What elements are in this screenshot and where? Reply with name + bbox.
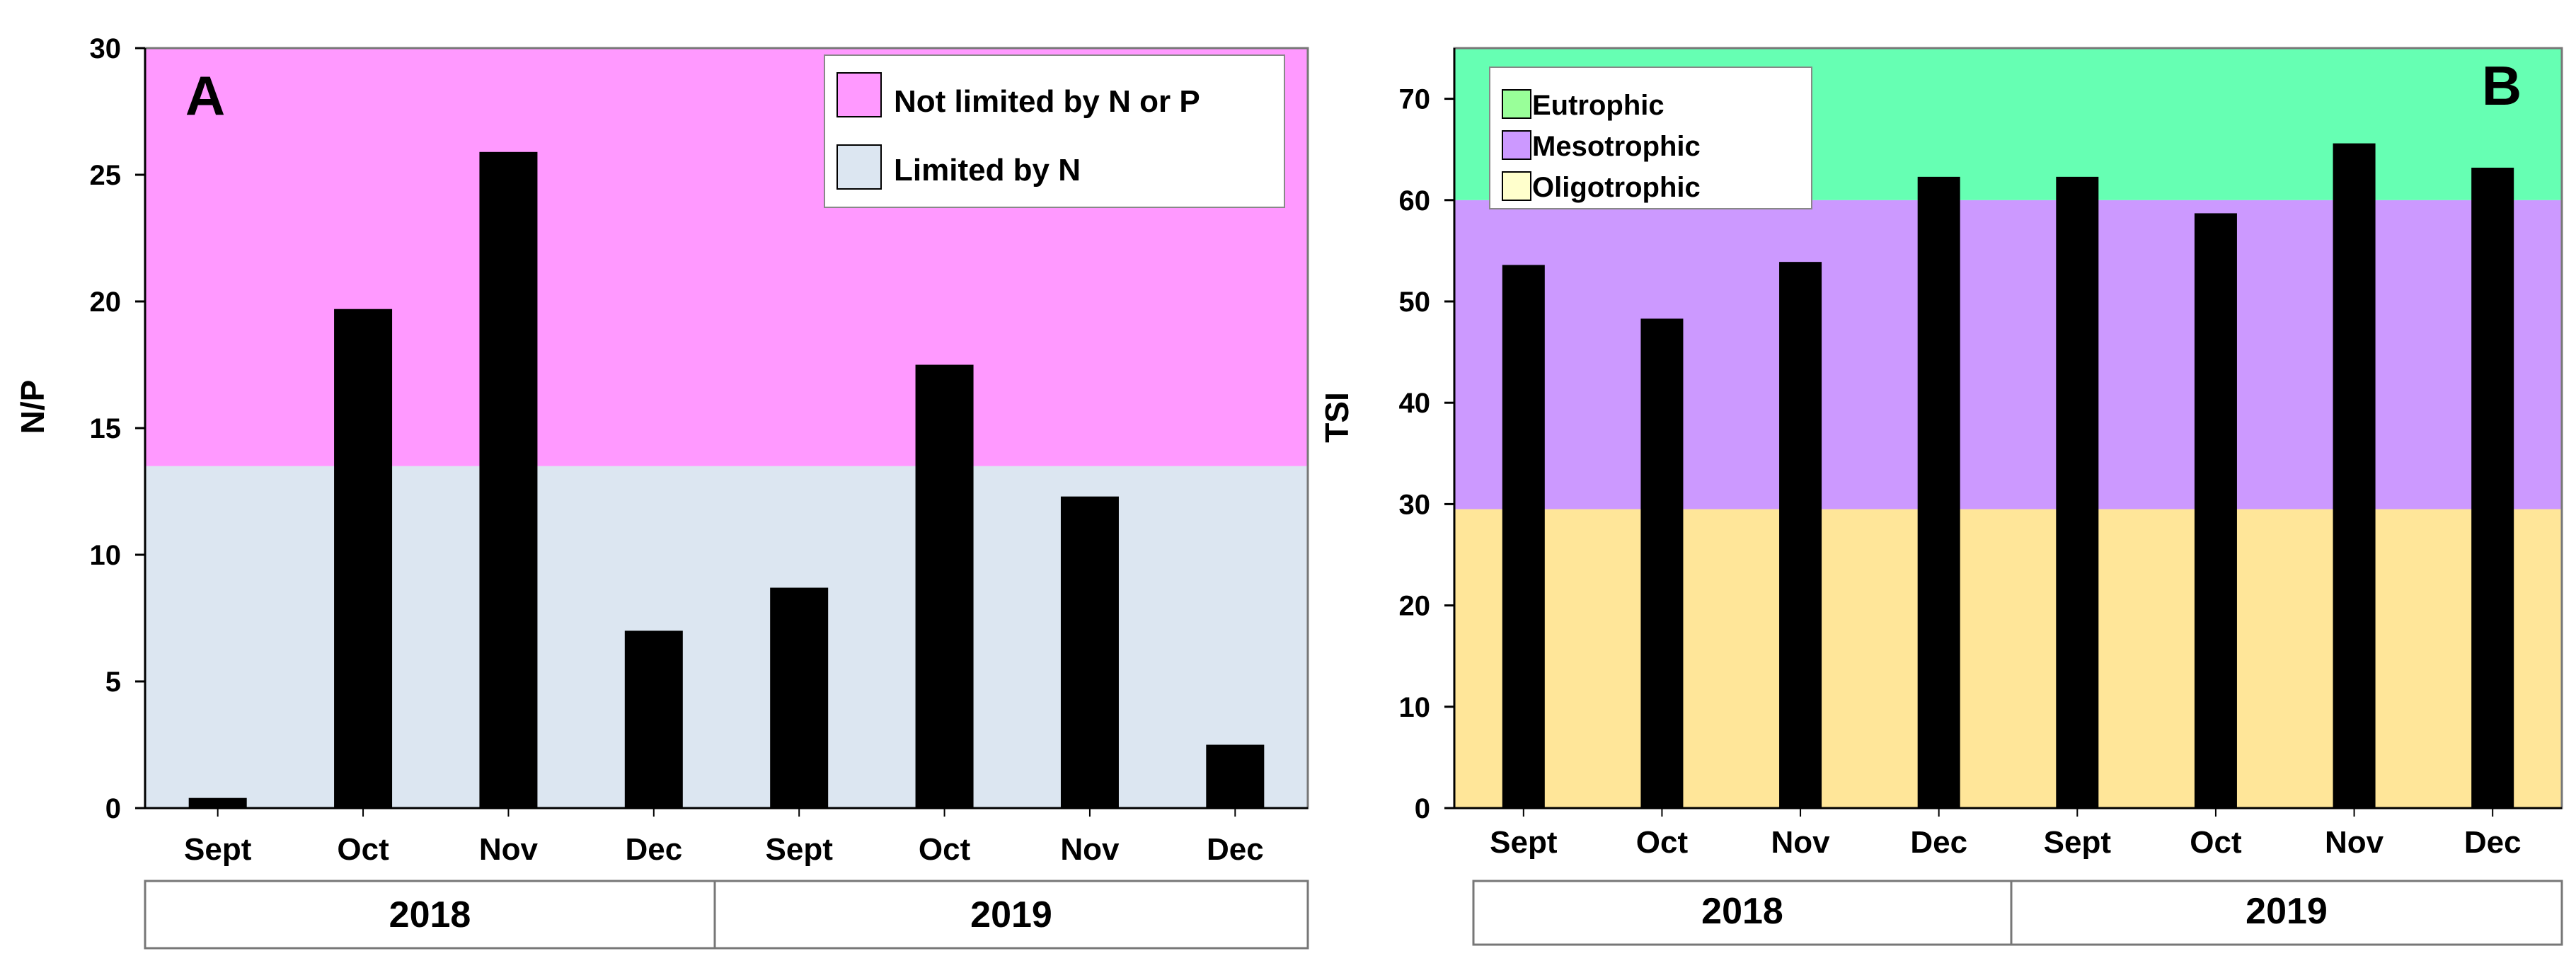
x-category-label: Oct — [1636, 825, 1689, 860]
year-label-2018: 2018 — [1701, 891, 1783, 932]
year-label-2018: 2018 — [389, 894, 471, 935]
x-category-label: Nov — [1771, 825, 1831, 860]
bar-oct-2019 — [915, 364, 974, 808]
bar-dec-2019 — [1206, 744, 1265, 808]
zone-limited-by-n — [145, 466, 1308, 808]
bar-nov-2018 — [479, 151, 538, 808]
bar-oct-2018 — [1640, 318, 1684, 808]
x-category-label: Oct — [2190, 825, 2242, 860]
legend-label: Eutrophic — [1532, 90, 1664, 121]
legend-swatch — [1502, 171, 1531, 201]
bar-oct-2018 — [334, 309, 393, 808]
year-label-2019: 2019 — [2246, 891, 2328, 932]
x-category-label: Dec — [625, 832, 682, 867]
x-category-label: Oct — [919, 832, 971, 867]
y-tick-label: 40 — [1399, 388, 1431, 419]
bar-dec-2019 — [2471, 167, 2514, 808]
zone-mesotrophic — [1454, 200, 2562, 509]
bar-nov-2018 — [1779, 262, 1822, 809]
y-axis-label: TSI — [1318, 392, 1355, 443]
x-category-label: Oct — [337, 832, 389, 867]
legend-label: Limited by N — [894, 153, 1081, 188]
x-category-label: Sept — [2044, 825, 2112, 860]
bar-sept-2019 — [770, 587, 829, 808]
bar-sept-2019 — [2056, 176, 2099, 808]
zone-oligotrophic — [1454, 509, 2562, 808]
legend-swatch — [836, 72, 882, 117]
y-tick-label: 20 — [90, 287, 122, 318]
y-tick-label: 10 — [1399, 692, 1431, 723]
year-box — [1472, 880, 2563, 946]
y-tick-label: 50 — [1399, 287, 1431, 318]
y-tick-label: 70 — [1399, 84, 1431, 115]
bar-dec-2018 — [624, 630, 683, 808]
legend-swatch — [836, 144, 882, 190]
x-category-label: Sept — [766, 832, 834, 867]
y-tick-label: 30 — [90, 33, 122, 64]
y-tick-label: 60 — [1399, 185, 1431, 217]
panel-letter: B — [2482, 54, 2522, 117]
x-category-label: Dec — [1910, 825, 1967, 860]
x-category-label: Sept — [184, 832, 252, 867]
bar-oct-2019 — [2194, 213, 2237, 808]
legend-box — [824, 54, 1285, 208]
bar-dec-2018 — [1917, 176, 1960, 808]
y-tick-label: 30 — [1399, 489, 1431, 520]
y-tick-label: 25 — [90, 160, 122, 191]
year-label-2019: 2019 — [970, 894, 1052, 935]
legend-swatch — [1502, 89, 1531, 119]
legend-label: Mesotrophic — [1532, 131, 1701, 162]
year-box — [144, 880, 1309, 950]
x-category-label: Nov — [1060, 832, 1120, 867]
y-tick-label: 5 — [105, 667, 121, 698]
legend-label: Oligotrophic — [1532, 172, 1701, 203]
y-tick-label: 20 — [1399, 591, 1431, 622]
x-category-label: Dec — [2464, 825, 2522, 860]
y-axis-label: N/P — [14, 380, 51, 434]
x-category-label: Sept — [1490, 825, 1558, 860]
x-category-label: Nov — [2325, 825, 2384, 860]
y-tick-label: 0 — [105, 793, 121, 824]
bar-nov-2019 — [1060, 496, 1119, 808]
bar-sept-2018 — [188, 797, 247, 808]
legend-label: Not limited by N or P — [894, 84, 1200, 119]
x-category-label: Dec — [1207, 832, 1264, 867]
y-tick-label: 15 — [90, 413, 122, 444]
y-tick-label: 0 — [1415, 793, 1430, 824]
panel-letter: A — [185, 64, 225, 127]
bar-sept-2018 — [1502, 265, 1545, 808]
legend-box — [1489, 67, 1812, 209]
x-category-label: Nov — [479, 832, 539, 867]
y-tick-label: 10 — [90, 540, 122, 571]
legend-swatch — [1502, 130, 1531, 160]
bar-nov-2019 — [2333, 143, 2376, 808]
